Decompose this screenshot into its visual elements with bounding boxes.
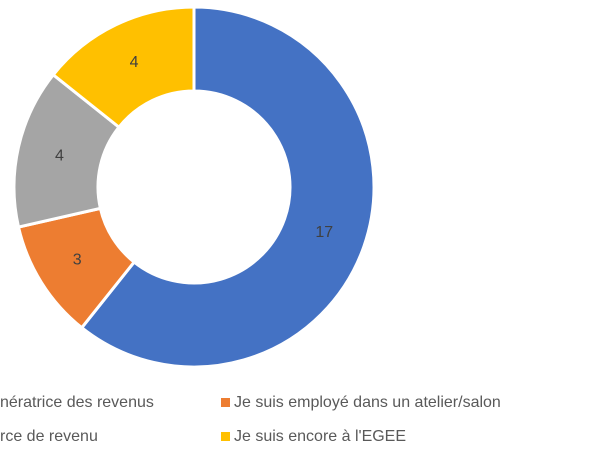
donut-slice: [51, 5, 196, 130]
donut-slice: [79, 5, 376, 369]
legend-label: nératrice des revenus: [0, 394, 154, 411]
legend-marker: [221, 398, 230, 407]
data-label: 4: [130, 54, 139, 71]
data-label: 17: [315, 224, 333, 241]
data-label: 4: [55, 148, 64, 165]
legend-label: rce de revenu: [0, 428, 98, 445]
legend-label: Je suis encore à l'EGEE: [234, 428, 406, 445]
legend-label: Je suis employé dans un atelier/salon: [234, 394, 501, 411]
legend-marker: [221, 432, 230, 441]
data-label: 3: [73, 252, 82, 269]
